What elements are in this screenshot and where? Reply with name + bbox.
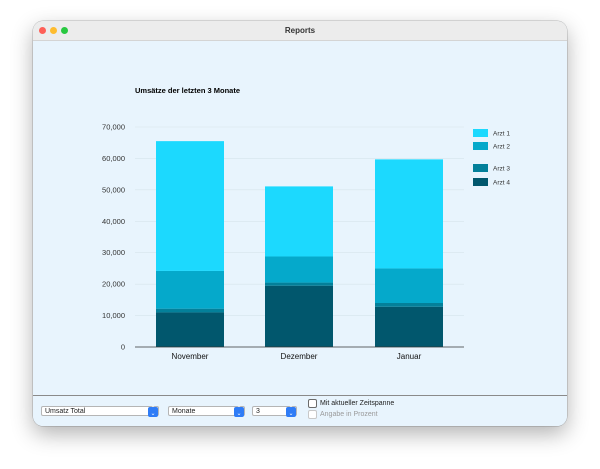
legend-swatch xyxy=(473,164,488,172)
chart-title: Umsätze der letzten 3 Monate xyxy=(135,86,240,95)
legend-swatch xyxy=(473,142,488,150)
percent-label: Angabe in Prozent xyxy=(320,411,378,418)
period-select[interactable]: Monate ⌃ ⌄ xyxy=(168,406,245,417)
legend-label: Arzt 4 xyxy=(493,180,510,187)
x-tick-label: Dezember xyxy=(281,352,318,361)
report-controls: Umsatz Total ⌃ ⌄ Monate ⌃ ⌄ 3 ⌃ ⌄ Mit aktue… xyxy=(33,395,567,426)
chart-area: Umsätze der letzten 3 Monate 0 10,000 20,0… xyxy=(33,41,567,395)
bar-segment xyxy=(265,285,333,347)
y-tick-label: 30,000 xyxy=(102,248,125,257)
current-period-label: Mit aktueller Zeitspanne xyxy=(320,400,395,407)
y-tick-label: 40,000 xyxy=(102,217,125,226)
percent-checkbox xyxy=(308,410,317,419)
y-tick-label: 0 xyxy=(121,343,125,352)
legend-swatch xyxy=(473,178,488,186)
period-select-value: Monate xyxy=(172,408,196,415)
updown-arrows-icon: ⌃ ⌄ xyxy=(286,406,296,417)
bar-segment xyxy=(265,186,333,257)
bar-segment xyxy=(156,270,224,309)
x-tick-label: November xyxy=(172,352,209,361)
updown-arrows-icon: ⌃ ⌄ xyxy=(234,406,244,417)
bar-segment xyxy=(375,268,443,303)
zoom-window-button[interactable] xyxy=(61,27,68,34)
title-bar: Reports xyxy=(33,21,567,41)
updown-arrows-icon: ⌃ ⌄ xyxy=(148,406,158,417)
y-tick-label: 10,000 xyxy=(102,311,125,320)
window-title: Reports xyxy=(284,26,316,35)
bar-segment xyxy=(156,308,224,313)
y-tick-label: 60,000 xyxy=(102,154,125,163)
legend-swatch xyxy=(473,129,488,137)
bar-segment xyxy=(375,303,443,307)
x-tick-label: Januar xyxy=(397,352,422,361)
legend-label: Arzt 3 xyxy=(493,166,510,173)
current-period-checkbox[interactable] xyxy=(308,399,317,408)
bar-segment xyxy=(265,282,333,286)
reports-window: Reports Umsätze der letzten 3 Monate 0 10… xyxy=(33,21,567,426)
metric-select-value: Umsatz Total xyxy=(45,408,86,415)
minimize-window-button[interactable] xyxy=(50,27,57,34)
y-tick-label: 20,000 xyxy=(102,280,125,289)
legend-label: Arzt 2 xyxy=(493,144,510,151)
y-tick-label: 70,000 xyxy=(102,123,125,132)
bar-segment xyxy=(375,306,443,347)
y-tick-label: 50,000 xyxy=(102,185,125,194)
count-select-value: 3 xyxy=(256,408,260,415)
bar-segment xyxy=(156,312,224,347)
bar-segment xyxy=(156,141,224,271)
close-window-button[interactable] xyxy=(39,27,46,34)
count-select[interactable]: 3 ⌃ ⌄ xyxy=(252,406,297,417)
metric-select[interactable]: Umsatz Total ⌃ ⌄ xyxy=(41,406,159,417)
bar-segment xyxy=(375,159,443,269)
revenue-chart: Umsätze der letzten 3 Monate 0 10,000 20,0… xyxy=(102,86,510,361)
legend-label: Arzt 1 xyxy=(493,131,510,138)
bar-segment xyxy=(265,256,333,283)
